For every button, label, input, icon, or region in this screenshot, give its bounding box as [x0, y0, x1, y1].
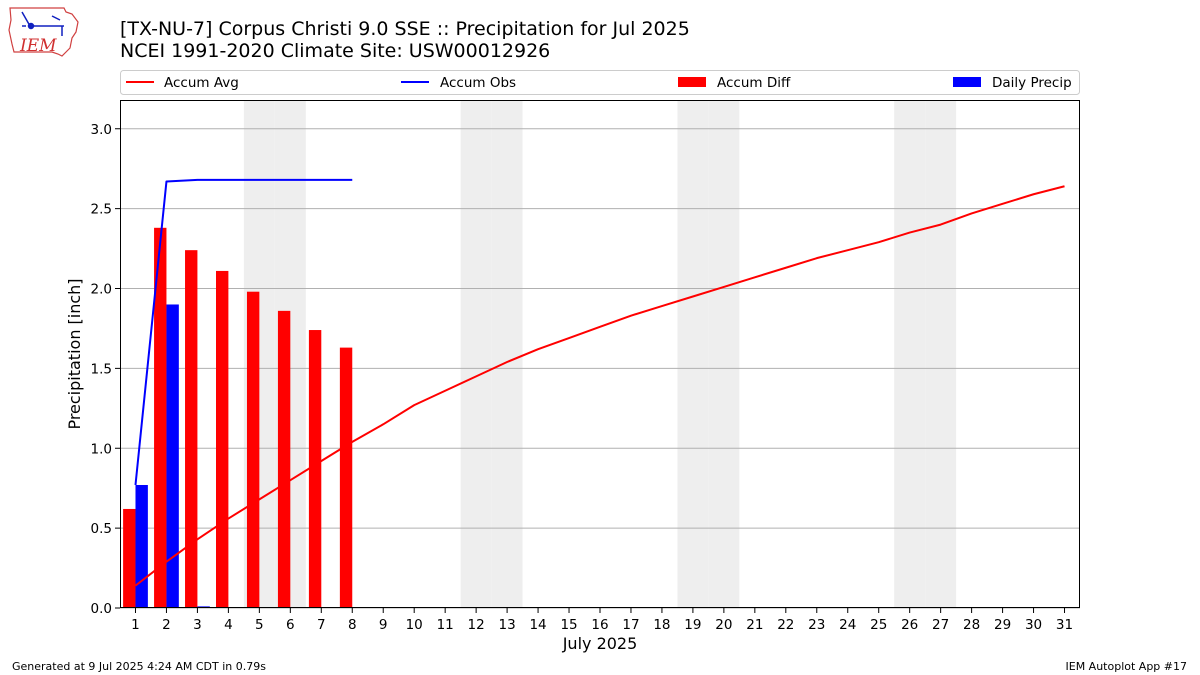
- chart-title-line1: [TX-NU-7] Corpus Christi 9.0 SSE :: Prec…: [120, 18, 690, 40]
- chart-title-line2: NCEI 1991-2020 Climate Site: USW00012926: [120, 40, 550, 62]
- weekend-band-day-12: [460, 100, 492, 608]
- accum-avg-line: [134, 185, 1065, 587]
- weekend-band-day-20: [708, 100, 740, 608]
- x-tick-label-20: 20: [715, 617, 732, 633]
- x-tick-label-29: 29: [994, 617, 1011, 633]
- y-tick-label-2.0: 2.0: [91, 282, 112, 298]
- footer-app-text: IEM Autoplot App #17: [1066, 660, 1188, 673]
- x-tick-label-3: 3: [193, 617, 202, 633]
- x-tick-label-11: 11: [437, 617, 454, 633]
- x-tick-label-4: 4: [224, 617, 233, 633]
- x-axis-label: July 2025: [562, 634, 638, 653]
- legend-accum-obs-label: Accum Obs: [440, 75, 516, 91]
- x-tick-label-19: 19: [684, 617, 701, 633]
- y-tick-label-1.0: 1.0: [91, 441, 112, 457]
- iem-logo: IEM: [8, 7, 79, 57]
- logo-text: IEM: [19, 36, 57, 56]
- legend-daily-precip-swatch: [953, 77, 981, 87]
- y-axis-ticks: 0.0 0.5 1.0 1.5 2.0 2.5 3.0: [91, 122, 120, 617]
- legend-accum-diff-label: Accum Diff: [717, 75, 791, 91]
- x-tick-label-13: 13: [499, 617, 516, 633]
- daily-precip-bar-day-1: [135, 484, 148, 608]
- x-axis-ticks: 1 2 3 4 5 6 7 8 9 10 11 12 13 14 15 16 17 18 19 20 21 22 23 24 2…: [131, 608, 1073, 633]
- footer-generated-text: Generated at 9 Jul 2025 4:24 AM CDT in 0…: [12, 660, 266, 673]
- legend-daily-precip-label: Daily Precip: [992, 75, 1072, 91]
- x-tick-label-27: 27: [932, 617, 949, 633]
- x-tick-label-23: 23: [808, 617, 825, 633]
- x-tick-label-1: 1: [131, 617, 140, 633]
- x-tick-label-6: 6: [286, 617, 295, 633]
- weekend-band-day-27: [925, 100, 957, 608]
- accum-diff-bar-day-6: [277, 310, 291, 608]
- accum-diff-bar-day-4: [216, 270, 229, 608]
- x-tick-label-8: 8: [348, 617, 357, 633]
- x-tick-label-25: 25: [870, 617, 887, 633]
- accum-diff-bar-day-5: [246, 291, 260, 608]
- accum-diff-bar-day-1: [123, 508, 136, 608]
- x-tick-label-10: 10: [406, 617, 423, 633]
- x-tick-label-17: 17: [622, 617, 639, 633]
- x-tick-label-31: 31: [1056, 617, 1073, 633]
- weather-station-icon: [21, 11, 64, 36]
- x-tick-label-12: 12: [468, 617, 485, 633]
- x-tick-label-26: 26: [901, 617, 918, 633]
- x-tick-label-9: 9: [379, 617, 388, 633]
- accum-diff-bar-day-8: [339, 347, 353, 608]
- x-tick-label-2: 2: [162, 617, 171, 633]
- x-tick-label-21: 21: [746, 617, 763, 633]
- x-tick-label-7: 7: [317, 617, 326, 633]
- x-tick-label-30: 30: [1025, 617, 1042, 633]
- y-axis-label: Precipitation [inch]: [65, 278, 84, 429]
- x-tick-label-28: 28: [963, 617, 980, 633]
- x-tick-label-5: 5: [255, 617, 264, 633]
- accum-diff-bar-day-2: [154, 227, 167, 608]
- accum-obs-line: [134, 178, 353, 486]
- lines: [134, 178, 1065, 587]
- y-tick-label-2.5: 2.5: [91, 202, 112, 218]
- x-tick-label-15: 15: [560, 617, 577, 633]
- legend: Accum Avg Accum Obs Accum Diff Daily Pre…: [120, 70, 1080, 95]
- legend-accum-diff-swatch: [678, 77, 706, 87]
- weekend-band-day-13: [491, 100, 523, 608]
- bars: [123, 227, 353, 609]
- plot-frame: [120, 100, 1080, 608]
- x-tick-label-22: 22: [777, 617, 794, 633]
- daily-precip-bar-day-2: [166, 304, 179, 608]
- legend-accum-avg-label: Accum Avg: [164, 75, 239, 91]
- y-tick-label-0.5: 0.5: [91, 521, 112, 537]
- weekend-band-day-26: [894, 100, 926, 608]
- x-tick-label-18: 18: [653, 617, 670, 633]
- accum-diff-bar-day-3: [185, 250, 198, 609]
- weekend-band-day-19: [677, 100, 709, 608]
- y-tick-label-0.0: 0.0: [91, 601, 112, 617]
- y-tick-label-3.0: 3.0: [91, 122, 112, 138]
- x-tick-label-14: 14: [529, 617, 546, 633]
- x-tick-label-24: 24: [839, 617, 856, 633]
- accum-diff-bar-day-7: [308, 330, 322, 608]
- x-tick-label-16: 16: [591, 617, 608, 633]
- y-tick-label-1.5: 1.5: [91, 361, 112, 377]
- legend-box: [120, 70, 1080, 95]
